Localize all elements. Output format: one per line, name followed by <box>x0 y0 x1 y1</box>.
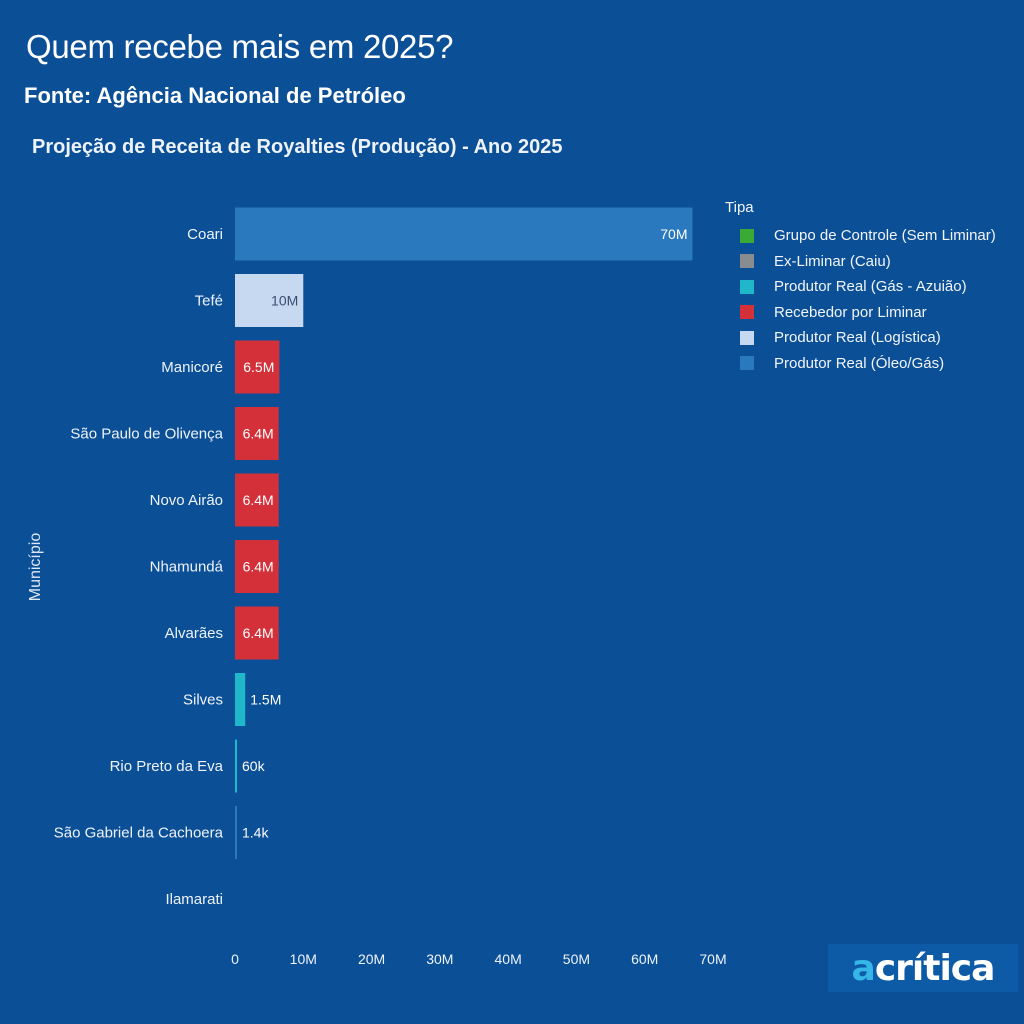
x-tick-label: 40M <box>495 951 522 967</box>
bar <box>235 606 279 660</box>
legend-item: Produtor Real (Gás - Azuião) <box>725 274 996 300</box>
legend-label: Produtor Real (Gás - Azuião) <box>774 278 967 296</box>
data-label: 6.4M <box>243 625 274 641</box>
data-label: 70M <box>660 226 687 242</box>
data-label: 6.5M <box>243 359 274 375</box>
legend-label: Grupo de Controle (Sem Liminar) <box>774 227 996 245</box>
legend-swatch <box>740 279 754 294</box>
bar <box>235 473 279 527</box>
bar <box>235 207 693 261</box>
data-label: 6.4M <box>243 426 274 442</box>
bar <box>235 274 304 327</box>
bar <box>235 739 237 793</box>
headline: Quem recebe mais em 2025? <box>26 28 454 65</box>
y-tick-label: Ilamarati <box>165 891 223 908</box>
x-ticks-layer: 0 10M 20M 30M 40M 50M 60M 70M <box>231 951 727 967</box>
x-tick-label: 10M <box>290 951 317 967</box>
legend-swatch <box>740 330 754 345</box>
bars-layer: Coari 70M Tefé 10M Manicoré 6.5M São Paulo de … <box>54 207 693 908</box>
bar <box>235 540 279 593</box>
legend: Tipa Grupo de Controle (Sem Liminar) Ex-… <box>725 199 996 376</box>
bar <box>235 407 279 460</box>
y-tick-label: Tefé <box>195 293 223 310</box>
data-label: 10M <box>271 293 298 309</box>
legend-item: Grupo de Controle (Sem Liminar) <box>725 223 996 249</box>
brand-logo: acrítica <box>828 944 1018 992</box>
x-tick-label: 20M <box>358 951 385 967</box>
bar <box>235 806 237 859</box>
y-tick-label: Novo Airão <box>150 492 223 509</box>
legend-item: Recebedor por Liminar <box>725 300 996 326</box>
legend-item: Produtor Real (Óleo/Gás) <box>725 351 996 377</box>
legend-label: Produtor Real (Logística) <box>774 329 941 347</box>
brand-wordmark-rest: crítica <box>874 947 996 989</box>
legend-swatch <box>740 305 754 320</box>
x-tick-label: 70M <box>699 951 726 967</box>
x-tick-label: 50M <box>563 951 590 967</box>
legend-label: Produtor Real (Óleo/Gás) <box>774 354 945 372</box>
bar <box>235 673 246 726</box>
data-label: 6.4M <box>243 559 274 575</box>
legend-swatch <box>740 228 754 243</box>
legend-item: Ex-Liminar (Caiu) <box>725 249 996 275</box>
y-tick-label: Rio Preto da Eva <box>110 758 224 775</box>
bar <box>235 340 280 394</box>
brand-wordmark: acrítica <box>851 947 996 989</box>
data-label: 6.4M <box>243 492 274 508</box>
y-tick-label: Nhamundá <box>150 559 224 576</box>
source-line: Fonte: Agência Nacional de Petróleo <box>24 83 406 108</box>
x-tick-label: 0 <box>231 951 239 967</box>
legend-label: Recebedor por Liminar <box>774 303 927 321</box>
legend-item: Produtor Real (Logística) <box>725 325 996 351</box>
legend-swatch <box>740 254 754 269</box>
y-tick-label: Alvarães <box>165 625 223 642</box>
data-label: 1.4k <box>242 825 269 841</box>
data-label: 60k <box>242 758 266 774</box>
chart-title: Projeção de Receita de Royalties (Produç… <box>32 136 563 158</box>
brand-wordmark-accent: a <box>851 947 876 989</box>
data-label: 1.5M <box>250 692 281 708</box>
y-tick-label: Manicoré <box>161 359 223 376</box>
x-tick-label: 60M <box>631 951 658 967</box>
legend-title: Tipa <box>725 199 754 216</box>
y-axis-title: Município <box>27 533 44 602</box>
y-tick-label: São Paulo de Olivença <box>70 426 223 443</box>
x-tick-label: 30M <box>426 951 453 967</box>
legend-label: Ex-Liminar (Caiu) <box>774 252 891 270</box>
y-tick-label: São Gabriel da Cachoera <box>54 825 224 842</box>
legend-swatch <box>740 356 754 371</box>
y-tick-label: Coari <box>187 226 223 243</box>
y-tick-label: Silves <box>183 692 223 709</box>
